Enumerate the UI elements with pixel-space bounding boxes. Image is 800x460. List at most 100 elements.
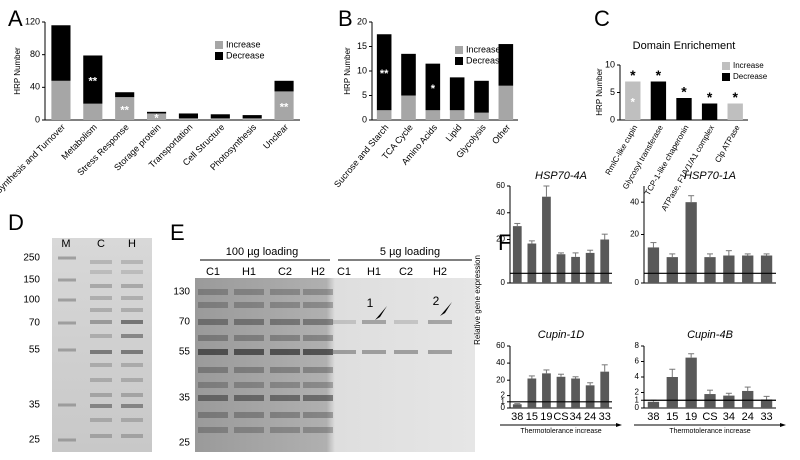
lane-label: C2	[399, 266, 413, 278]
legend-swatch	[722, 62, 730, 70]
protein-band	[362, 350, 386, 354]
loading-label: 5 µg loading	[380, 246, 440, 258]
protein-band	[198, 335, 228, 341]
marker-band	[58, 403, 76, 407]
y-tick-label: 20	[630, 230, 639, 239]
y-tick-label: 15	[357, 41, 367, 51]
y-axis-label: HRP Number	[13, 47, 22, 95]
protein-band	[121, 378, 143, 382]
protein-band	[362, 320, 386, 324]
protein-band	[270, 427, 300, 433]
panel-letter: D	[8, 210, 24, 235]
bar-segment	[474, 80, 489, 113]
protein-band	[121, 320, 143, 324]
x-tick-label: 15	[666, 411, 678, 423]
x-tick-label: Unclear	[261, 122, 290, 151]
lane-label: H1	[242, 266, 256, 278]
y-tick-label: 20	[496, 235, 505, 244]
bar-segment	[147, 113, 167, 120]
bar	[647, 401, 660, 408]
y-tick-label: 5	[610, 87, 615, 97]
chart-title: Domain Enrichement	[633, 40, 736, 52]
y-tick-label: 4	[635, 372, 640, 381]
marker-label: 250	[23, 253, 40, 264]
marker-label: 25	[179, 438, 191, 449]
marker-band	[58, 438, 76, 442]
panel-letter: F	[498, 230, 511, 255]
protein-band	[234, 367, 264, 373]
panel-letter: A	[8, 6, 23, 31]
protein-band	[198, 427, 228, 433]
lane-label: C1	[206, 266, 220, 278]
protein-band	[234, 382, 264, 388]
protein-band	[90, 334, 112, 338]
protein-band	[303, 412, 333, 418]
loading-label: 100 µg loading	[226, 246, 298, 258]
legend-swatch	[215, 52, 223, 60]
y-tick-label: 0	[610, 114, 615, 124]
lane-label: H	[128, 238, 136, 250]
lane-label: C2	[278, 266, 292, 278]
x-tick-label: Other	[490, 122, 512, 146]
bar	[600, 371, 610, 408]
x-tick-label: 34	[569, 411, 581, 423]
protein-band	[121, 363, 143, 367]
protein-band	[121, 404, 143, 408]
bar-segment	[449, 110, 465, 120]
protein-band	[234, 412, 264, 418]
bar	[666, 377, 678, 408]
bar	[556, 376, 566, 408]
protein-band	[121, 260, 143, 264]
significance-mark: *	[631, 97, 636, 109]
bar	[760, 255, 773, 283]
bar-segment	[83, 103, 103, 120]
significance-mark: *	[656, 67, 662, 83]
lane-label: M	[61, 238, 70, 250]
bar-segment	[242, 115, 262, 119]
x-tick-label: Lipid	[444, 122, 464, 143]
marker-label: 55	[179, 347, 191, 358]
bar-segment	[210, 114, 230, 119]
arrow-label: 2	[433, 294, 440, 308]
marker-label: 55	[29, 345, 41, 356]
protein-band	[90, 434, 112, 438]
significance-mark: *	[681, 84, 687, 100]
y-tick-label: 1	[635, 395, 640, 404]
bar-segment	[274, 91, 294, 120]
xlabel-arrowhead	[780, 423, 786, 427]
chart-title: HSP70-4A	[535, 170, 587, 182]
bar-segment	[115, 92, 135, 98]
marker-band	[58, 321, 76, 325]
protein-band	[234, 335, 264, 341]
lane-label: H2	[311, 266, 325, 278]
bar	[571, 378, 580, 408]
y-tick-label: 120	[25, 16, 40, 26]
bar	[742, 390, 754, 408]
bar-segment	[701, 103, 718, 120]
bar-segment	[425, 110, 441, 120]
bar	[666, 257, 678, 283]
y-tick-label: 6	[635, 357, 640, 366]
marker-band	[58, 348, 76, 352]
bar	[723, 395, 735, 408]
bar-segment	[474, 112, 489, 120]
bar	[685, 357, 697, 408]
bar	[556, 254, 566, 283]
significance-mark: **	[89, 75, 98, 87]
protein-band	[234, 289, 264, 295]
bar-segment	[115, 97, 135, 120]
protein-band	[303, 319, 333, 325]
protein-band	[90, 308, 112, 312]
y-axis-label: HRP Number	[595, 68, 604, 116]
protein-band	[90, 260, 112, 264]
y-tick-label: 20	[357, 16, 367, 26]
bar	[512, 404, 522, 408]
significance-mark: **	[380, 68, 389, 80]
protein-band	[234, 319, 264, 325]
marker-label: 150	[23, 275, 40, 286]
protein-band	[303, 367, 333, 373]
protein-band	[121, 270, 143, 274]
protein-band	[121, 284, 143, 288]
x-axis-label: Thermotolerance increase	[520, 428, 601, 435]
